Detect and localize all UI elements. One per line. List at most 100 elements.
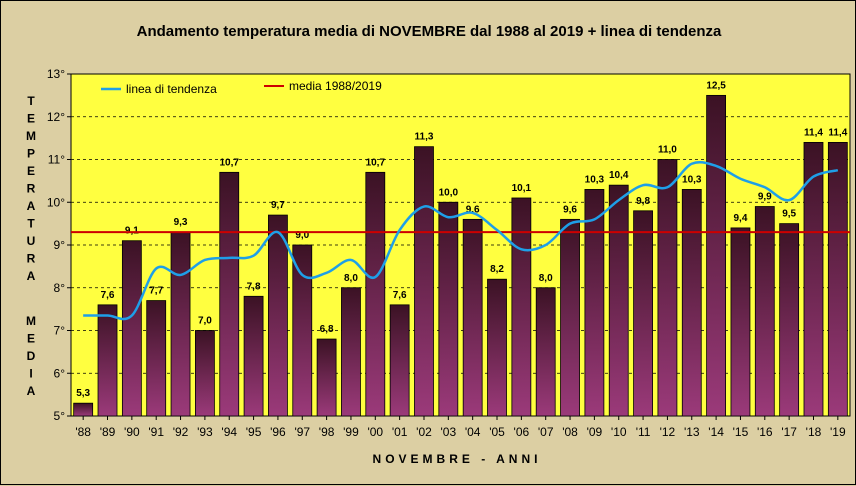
data-label: 5,3: [76, 388, 90, 399]
bar: [341, 287, 361, 417]
y-axis-title-letter: E: [27, 332, 35, 346]
x-tick-label: '03: [441, 425, 457, 439]
data-label: 9,9: [758, 192, 772, 203]
x-tick-label: '00: [367, 425, 383, 439]
bar: [560, 218, 580, 417]
x-tick-label: '91: [148, 425, 164, 439]
data-label: 6,8: [320, 324, 334, 335]
y-tick-label: 6°: [54, 366, 66, 380]
y-axis-title-letter: P: [27, 147, 35, 161]
bar: [389, 304, 410, 417]
y-axis-title-letter: A: [27, 384, 36, 398]
data-label: 10,3: [585, 174, 605, 185]
y-tick-label: 11°: [48, 153, 65, 167]
x-tick-label: '12: [660, 425, 676, 439]
x-tick-label: '95: [246, 425, 262, 439]
data-label: 9,0: [295, 230, 309, 241]
y-axis-title-letter: D: [27, 349, 36, 363]
trend-line: [83, 160, 839, 321]
y-tick-label: 8°: [54, 281, 66, 295]
data-label: 10,0: [439, 187, 459, 198]
data-label: 9,3: [174, 217, 188, 228]
y-axis-title-letter: T: [27, 94, 35, 108]
y-axis-title-letter: T: [27, 217, 35, 231]
bar: [268, 214, 288, 417]
x-tick-label: '08: [562, 425, 578, 439]
x-tick-label: '99: [343, 425, 359, 439]
x-tick-label: '89: [100, 425, 116, 439]
x-axis-title: NOVEMBRE - ANNI: [373, 452, 542, 466]
x-tick-label: '16: [757, 425, 773, 439]
x-tick-label: '88: [75, 425, 91, 439]
data-label: 7,8: [247, 281, 261, 292]
data-label: 9,6: [563, 204, 577, 215]
data-label: 8,2: [490, 264, 504, 275]
y-axis-title-letter: R: [27, 182, 36, 196]
y-axis-title-letter: M: [26, 314, 36, 328]
bar: [97, 304, 118, 417]
bar: [146, 300, 167, 417]
data-label: 11,4: [804, 127, 823, 138]
y-axis-title-letter: E: [27, 164, 35, 178]
x-tick-label: '93: [197, 425, 213, 439]
data-label: 8,0: [344, 273, 358, 284]
bar: [73, 402, 94, 417]
data-label: 11,3: [415, 132, 434, 143]
bar: [194, 330, 215, 417]
chart-title: Andamento temperatura media di NOVEMBRE …: [137, 23, 722, 40]
x-tick-label: '90: [124, 425, 140, 439]
data-label: 10,7: [220, 157, 240, 168]
x-tick-label: '19: [830, 425, 846, 439]
legend: linea di tendenza media 1988/2019: [101, 79, 382, 96]
bar: [633, 210, 653, 417]
y-axis-title-letter: E: [27, 112, 35, 126]
x-tick-label: '06: [514, 425, 530, 439]
bar: [511, 197, 532, 417]
legend-mean-label: media 1988/2019: [289, 79, 382, 93]
bar: [754, 206, 775, 417]
legend-trend-label: linea di tendenza: [126, 82, 217, 96]
bar: [438, 201, 459, 417]
y-tick-label: 5°: [54, 409, 66, 423]
y-axis-title-letter: I: [29, 367, 32, 381]
data-label: 10,4: [609, 170, 629, 181]
x-tick-label: '13: [684, 425, 700, 439]
x-tick-label: '14: [708, 425, 724, 439]
bar: [706, 94, 727, 417]
data-label: 9,6: [466, 204, 480, 215]
x-tick-label: '02: [416, 425, 432, 439]
data-label: 7,7: [149, 286, 163, 297]
data-label: 9,8: [636, 196, 650, 207]
y-axis-title-letter: U: [27, 234, 36, 248]
bar: [487, 278, 507, 417]
data-label: 10,3: [682, 174, 702, 185]
bar: [462, 218, 483, 417]
data-label: 9,5: [782, 209, 796, 220]
bar: [414, 146, 434, 417]
y-tick-label: 13°: [47, 67, 65, 81]
bar: [219, 171, 240, 417]
x-tick-label: '10: [611, 425, 627, 439]
data-label: 11,4: [828, 127, 847, 138]
x-tick-label: '97: [294, 425, 310, 439]
x-tick-label: '18: [806, 425, 822, 439]
y-tick-label: 12°: [47, 110, 65, 124]
x-tick-label: '04: [465, 425, 481, 439]
x-tick-label: '94: [221, 425, 237, 439]
bar: [535, 287, 556, 417]
data-label: 8,0: [539, 273, 553, 284]
bar: [365, 171, 386, 417]
x-tick-label: '96: [270, 425, 286, 439]
x-tick-label: '07: [538, 425, 554, 439]
data-label: 11,0: [658, 145, 677, 156]
bar: [730, 227, 751, 417]
y-tick-label: 9°: [54, 238, 66, 252]
bar: [608, 184, 629, 417]
y-axis-title-letter: A: [27, 199, 36, 213]
y-axis-title-letter: M: [26, 129, 36, 143]
y-tick-label: 10°: [47, 195, 65, 209]
data-label: 9,7: [271, 200, 285, 211]
